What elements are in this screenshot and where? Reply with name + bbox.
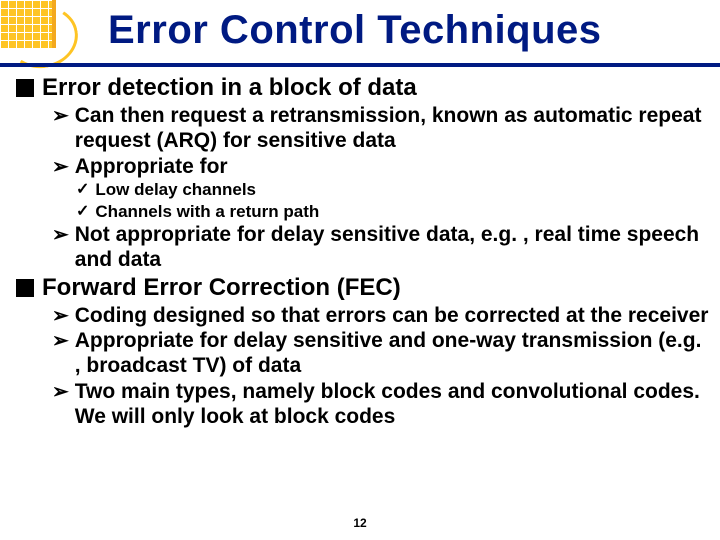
bullet-text: Coding designed so that errors can be co… — [75, 304, 709, 329]
bullet-text: Channels with a return path — [95, 202, 319, 222]
bullet-marker-level-1 — [16, 279, 34, 297]
slide-logo — [0, 0, 80, 70]
bullet-text: Appropriate for — [75, 155, 228, 180]
bullet-text: Two main types, namely block codes and c… — [75, 380, 712, 430]
bullet-text: Appropriate for delay sensitive and one-… — [75, 329, 712, 379]
bullet-level-2: ➢Coding designed so that errors can be c… — [52, 304, 712, 329]
bullet-marker-level-3: ✓ — [76, 202, 89, 221]
bullet-marker-level-2: ➢ — [52, 330, 69, 354]
slide-content: Error detection in a block of data➢Can t… — [16, 74, 712, 430]
bullet-level-3: ✓ Low delay channels — [76, 180, 712, 200]
page-number: 12 — [0, 516, 720, 530]
bullet-level-2: ➢Appropriate for — [52, 155, 712, 180]
bullet-marker-level-2: ➢ — [52, 105, 69, 129]
bullet-level-2: ➢Not appropriate for delay sensitive dat… — [52, 223, 712, 273]
bullet-level-2: ➢Two main types, namely block codes and … — [52, 380, 712, 430]
bullet-level-2: ➢Appropriate for delay sensitive and one… — [52, 329, 712, 379]
bullet-text: Forward Error Correction (FEC) — [42, 274, 401, 302]
bullet-marker-level-1 — [16, 79, 34, 97]
bullet-marker-level-2: ➢ — [52, 224, 69, 248]
bullet-text: Can then request a retransmission, known… — [75, 104, 712, 154]
bullet-level-3: ✓ Channels with a return path — [76, 202, 712, 222]
bullet-text: Low delay channels — [95, 180, 256, 200]
bullet-marker-level-2: ➢ — [52, 305, 69, 329]
bullet-marker-level-2: ➢ — [52, 381, 69, 405]
slide-title: Error Control Techniques — [108, 8, 602, 53]
title-underline — [0, 63, 720, 67]
bullet-marker-level-3: ✓ — [76, 180, 89, 199]
bullet-level-1: Forward Error Correction (FEC) — [16, 274, 712, 302]
bullet-marker-level-2: ➢ — [52, 156, 69, 180]
bullet-level-2: ➢Can then request a retransmission, know… — [52, 104, 712, 154]
bullet-level-1: Error detection in a block of data — [16, 74, 712, 102]
bullet-text: Error detection in a block of data — [42, 74, 417, 102]
bullet-text: Not appropriate for delay sensitive data… — [75, 223, 712, 273]
